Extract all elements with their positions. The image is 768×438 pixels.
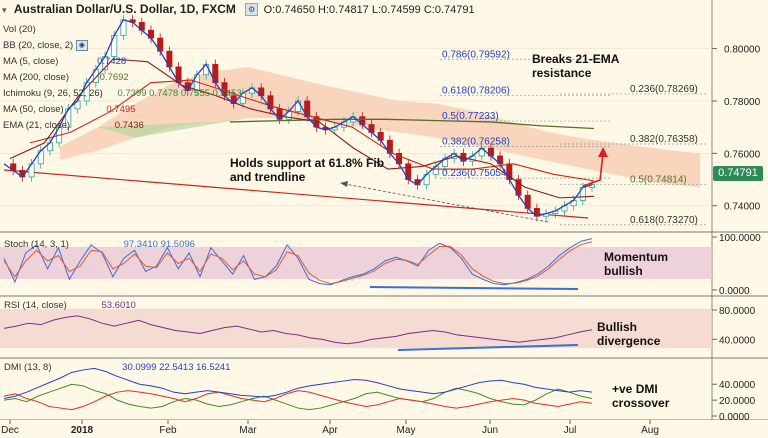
bullish-divergence-annotation: Bullish divergence — [597, 320, 661, 348]
rsi-line: 80.0000 40.0000 — [3, 306, 756, 346]
dmi-y-tick-label: 40.0000 — [719, 380, 756, 391]
y-tick-labels: 0.80000 0.78000 0.76000 0.74000 — [712, 45, 761, 213]
time-axis[interactable] — [0, 420, 768, 438]
dashed-arrow-head — [340, 181, 348, 187]
x-tick-label: Mar — [239, 425, 257, 436]
dmi-y-tick-label: 20.0000 — [719, 396, 756, 407]
stoch-y-tick-label: 100.0000 — [719, 233, 761, 244]
ichimoku-green-area — [97, 118, 249, 138]
rsi-y-tick-label: 80.0000 — [719, 306, 756, 317]
instrument-title: Australian Dollar/U.S. Dollar, 1D, FXCM — [13, 2, 236, 16]
holds-support-annotation: Holds support at 61.8% Fib and trendline — [230, 156, 385, 184]
y-tick-label: 0.78000 — [724, 97, 761, 108]
price-axis[interactable] — [712, 0, 768, 438]
stoch-label[interactable]: Stoch (14, 3, 1) 97.3410 91.5096 — [4, 239, 195, 250]
rsi-band — [0, 309, 712, 348]
stoch-series — [3, 238, 593, 286]
breakout-arrow-head — [598, 147, 608, 157]
dmi-crossover-annotation: +ve DMI crossover — [612, 382, 670, 410]
y-tick-label: 0.74000 — [724, 202, 761, 213]
x-tick-label: Feb — [159, 425, 177, 436]
x-tick-label: Jul — [564, 425, 577, 436]
rsi-series — [3, 315, 593, 345]
x-tick-label: Dec — [1, 425, 19, 436]
rsi-support-line — [397, 344, 579, 351]
dmi-series — [3, 390, 593, 411]
stoch-lines: 100.0000 0.0000 — [3, 233, 761, 297]
support-trendline — [3, 169, 589, 219]
stoch-support-line — [369, 286, 579, 290]
indicator-ma50[interactable]: MA (50, close) 0.7495 — [3, 104, 136, 115]
fib-label-right: 0.5(0.74814) — [630, 174, 687, 185]
indicator-bb[interactable]: BB (20, close, 2) ◉ — [3, 38, 242, 54]
stoch-series — [3, 241, 593, 285]
fib-label-right: 0.382(0.76358) — [630, 134, 698, 145]
ma50-line — [29, 79, 595, 182]
indicator-ma200[interactable]: MA (200, close) 0.7692 — [3, 72, 129, 83]
dmi-panel — [0, 358, 712, 420]
fib-label-right: 0.618(0.73270) — [630, 215, 698, 226]
rsi-label[interactable]: RSI (14, close) 53.6010 — [4, 300, 136, 311]
indicator-ema21[interactable]: EMA (21, close) 0.7436 — [3, 120, 144, 131]
x-tick-label: Jun — [482, 425, 498, 436]
rsi-y-tick-label: 40.0000 — [719, 335, 756, 346]
dmi-series — [3, 383, 593, 411]
dashed-arrow — [344, 183, 549, 223]
ema21-line — [9, 58, 595, 199]
fib-label: 0.618(0.78206) — [442, 86, 510, 97]
candles — [10, 15, 596, 221]
x-tick-label: May — [397, 425, 416, 436]
fib-label-right: 0.236(0.78269) — [630, 84, 698, 95]
breakout-arrow — [582, 153, 604, 187]
momentum-annotation: Momentum bullish — [604, 250, 668, 278]
y-tick-label: 0.76000 — [724, 149, 761, 160]
ma200-line — [229, 118, 595, 130]
x-tick-label: 2018 — [71, 425, 94, 436]
indicator-list: Vol (20) BB (20, close, 2) ◉ MA (5, clos… — [3, 22, 242, 134]
chart-header: ▾ Australian Dollar/U.S. Dollar, 1D, FXC… — [2, 2, 475, 17]
fib-label: 0.5(0.77233) — [442, 111, 499, 122]
dmi-series — [3, 367, 593, 400]
dmi-lines: 40.0000 20.0000 0.0000 — [3, 367, 756, 423]
chevron-down-icon[interactable]: ▾ — [2, 5, 7, 15]
stoch-y-tick-label: 0.0000 — [719, 286, 750, 297]
fib-levels: 0.786(0.79592) 0.618(0.78206) 0.5(0.77233)… — [440, 49, 708, 226]
moving-averages — [3, 19, 595, 217]
stoch-band — [0, 247, 712, 279]
chart-annotations — [369, 147, 608, 351]
y-tick-label: 0.80000 — [724, 45, 761, 56]
ohlc-values: O:0.74650 H:0.74817 L:0.74599 C:0.74791 — [263, 4, 475, 16]
grid-lines — [0, 48, 712, 207]
indicator-ichimoku[interactable]: Ichimoku (9, 26, 52, 26) 0.7399 0.7478 0… — [3, 88, 242, 99]
fib-label: 0.236(0.75054) — [442, 168, 510, 179]
dmi-label[interactable]: DMI (13, 8) 30.0999 22.5413 16.5241 — [4, 362, 231, 373]
settings-icon[interactable]: ⚙ — [245, 3, 259, 17]
ma5-line — [3, 19, 593, 217]
indicator-vol[interactable]: Vol (20) — [3, 24, 36, 35]
dmi-y-tick-label: 0.0000 — [719, 412, 750, 423]
x-tick-labels: Dec 2018 Feb Mar Apr May Jun Jul Aug — [1, 420, 659, 436]
x-tick-label: Apr — [322, 425, 338, 436]
breaks-ema-annotation: Breaks 21-EMA resistance — [532, 52, 619, 80]
indicator-ma5[interactable]: MA (5, close) 0.7428 — [3, 56, 127, 67]
fib-label: 0.382(0.76258) — [442, 137, 510, 148]
trendline — [3, 169, 589, 223]
x-tick-label: Aug — [641, 425, 659, 436]
eye-icon[interactable]: ◉ — [75, 39, 88, 51]
last-price-tag: 0.74791 — [713, 166, 763, 181]
fib-label: 0.786(0.79592) — [442, 49, 510, 60]
